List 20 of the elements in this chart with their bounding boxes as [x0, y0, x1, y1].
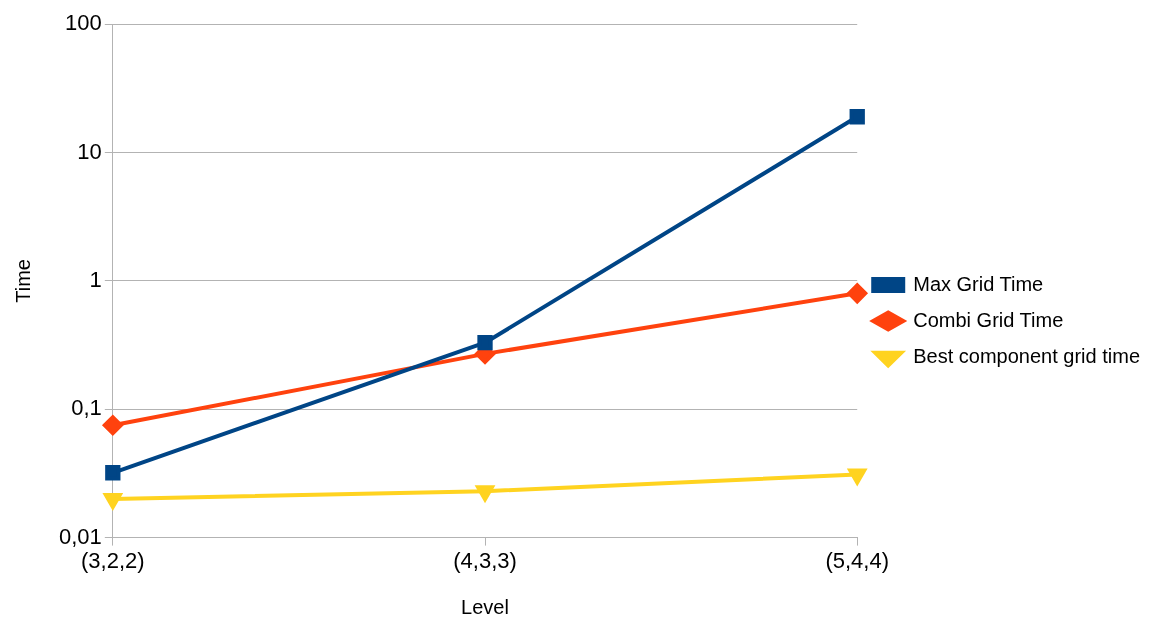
y-axis-title: Time — [11, 259, 34, 303]
x-axis-title: Level — [461, 595, 509, 618]
legend-label: Combi Grid Time — [913, 308, 1064, 331]
y-tick-label: 10 — [77, 138, 102, 164]
point — [848, 468, 867, 485]
point — [102, 415, 123, 436]
point — [477, 335, 493, 351]
x-tick-label: (4,3,3) — [453, 547, 517, 573]
y-tick-label: 0,01 — [58, 523, 102, 549]
point — [103, 492, 122, 509]
y-tick-label: 100 — [65, 10, 102, 36]
point — [105, 465, 121, 481]
y-tick-label: 0,1 — [71, 395, 102, 421]
y-tick-label: 1 — [89, 266, 102, 292]
legend-label: Best component grid time — [913, 344, 1140, 367]
point — [849, 109, 865, 125]
x-tick-label: (5,4,4) — [825, 547, 890, 573]
point — [847, 283, 868, 304]
x-tick-label: (3,2,2) — [81, 547, 145, 573]
legend-label: Max Grid Time — [913, 272, 1044, 295]
